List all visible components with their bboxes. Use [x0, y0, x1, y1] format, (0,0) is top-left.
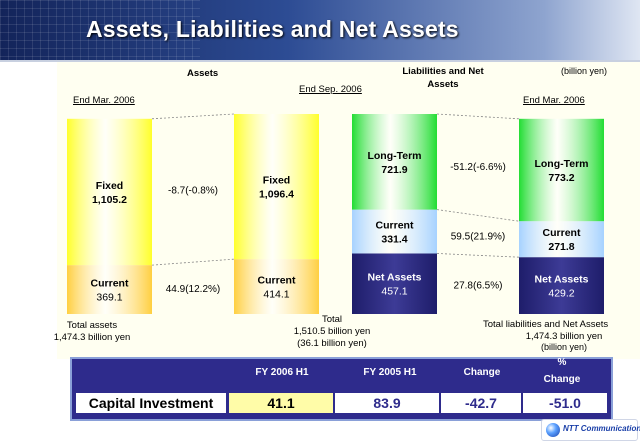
bar-long-term-1-0 [352, 114, 437, 210]
date-label-sep: End Sep. 2006 [299, 84, 362, 95]
total-center-label: Total [321, 314, 343, 325]
cell-change: -42.7 [441, 393, 521, 413]
company-logo: NTT Communications [541, 419, 640, 441]
cell-fy2005: 83.9 [335, 393, 439, 413]
connector-0-0 [151, 258, 235, 266]
unit-note: (billion yen) [561, 66, 608, 76]
logo-globe-icon [546, 423, 560, 437]
change-1-1: 59.5(21.9%) [451, 231, 505, 242]
balance-sheet-chart: Current 369.1 Fixed 1,105.2 Current 414.1 Fixe… [67, 113, 604, 314]
chart-panel: Current 369.1 Fixed 1,105.2 Current 414.1 Fixe… [54, 62, 640, 359]
capital-investment-table: FY 2006 H1 FY 2005 H1 Change % Change Ca… [70, 357, 613, 421]
total-liab-value: 1,474.3 billion yen [525, 331, 603, 342]
bar-name-1-1-2: Long-Term [534, 158, 588, 170]
total-liab-unit: (billion yen) [540, 342, 588, 352]
cell-percent-change: -51.0 [523, 393, 607, 413]
connector-1-0 [436, 253, 520, 258]
bar-current-1-0 [352, 209, 437, 254]
connector-1-1 [436, 209, 520, 222]
logo-text: NTT Communications [563, 424, 640, 433]
col-header-percent-change: Change [543, 374, 581, 385]
connector-top-0 [151, 113, 235, 120]
change-0-0: 44.9(12.2%) [166, 284, 220, 295]
liabilities-heading-line2: Assets [427, 79, 459, 90]
bar-name-0-1-0: Current [258, 275, 296, 287]
liabilities-heading-line1: Liabilities and Net [402, 66, 484, 77]
assets-heading: Assets [187, 68, 219, 79]
bar-net-assets-1-1 [519, 257, 604, 314]
row-label-capital-investment: Capital Investment [76, 393, 226, 413]
date-label-assets-mar: End Mar. 2006 [73, 95, 135, 106]
col-header-fy2005: FY 2005 H1 [363, 367, 417, 378]
bar-name-1-0-0: Net Assets [368, 272, 422, 284]
change-0-1: -8.7(-0.8%) [168, 185, 218, 196]
bar-value-1-1-1: 271.8 [548, 241, 574, 253]
date-label-liab-mar: End Mar. 2006 [523, 95, 585, 106]
bar-value-1-1-0: 429.2 [548, 288, 574, 300]
change-1-2: -51.2(-6.6%) [450, 162, 506, 173]
bar-value-1-0-1: 331.4 [381, 234, 407, 246]
bar-name-0-0-0: Current [91, 278, 129, 290]
bar-value-1-0-0: 457.1 [381, 286, 407, 298]
banner-grid-decoration [0, 0, 200, 60]
bar-net-assets-1-0 [352, 253, 437, 314]
col-header-change: Change [463, 367, 501, 378]
bar-value-1-1-2: 773.2 [548, 172, 574, 184]
bar-value-0-1-0: 414.1 [263, 289, 289, 301]
bar-value-1-0-2: 721.9 [381, 164, 407, 176]
bar-name-1-1-0: Net Assets [535, 274, 589, 286]
bar-long-term-1-1 [519, 118, 604, 222]
bar-name-0-1-1: Fixed [263, 175, 290, 187]
bar-current-0-0 [67, 265, 152, 314]
change-1-0: 27.8(6.5%) [454, 281, 503, 292]
total-center-value: 1,510.5 billion yen [293, 326, 371, 337]
bar-name-1-1-1: Current [543, 227, 581, 239]
bar-name-1-0-2: Long-Term [367, 150, 421, 162]
title-banner: Assets, Liabilities and Net Assets [0, 0, 640, 60]
banner-divider [0, 60, 640, 62]
bar-value-0-0-1: 1,105.2 [92, 194, 127, 206]
bar-fixed-0-0 [67, 118, 152, 266]
page-title: Assets, Liabilities and Net Assets [86, 16, 459, 42]
total-liab-label: Total liabilities and Net Assets [483, 319, 609, 330]
col-header-percent: % [557, 357, 567, 368]
total-assets-label: Total assets [66, 320, 118, 331]
total-center-change: (36.1 billion yen) [297, 338, 367, 349]
bar-current-0-1 [234, 259, 319, 314]
cell-fy2006: 41.1 [229, 393, 333, 413]
bar-value-0-0-0: 369.1 [96, 292, 122, 304]
bar-current-1-1 [519, 221, 604, 258]
bar-fixed-0-1 [234, 114, 319, 260]
bar-name-0-0-1: Fixed [96, 180, 123, 192]
bar-name-1-0-1: Current [376, 220, 414, 232]
col-header-fy2006: FY 2006 H1 [255, 367, 309, 378]
total-assets-value: 1,474.3 billion yen [53, 332, 131, 343]
bar-value-0-1-1: 1,096.4 [259, 189, 294, 201]
connector-top-1 [436, 113, 520, 120]
